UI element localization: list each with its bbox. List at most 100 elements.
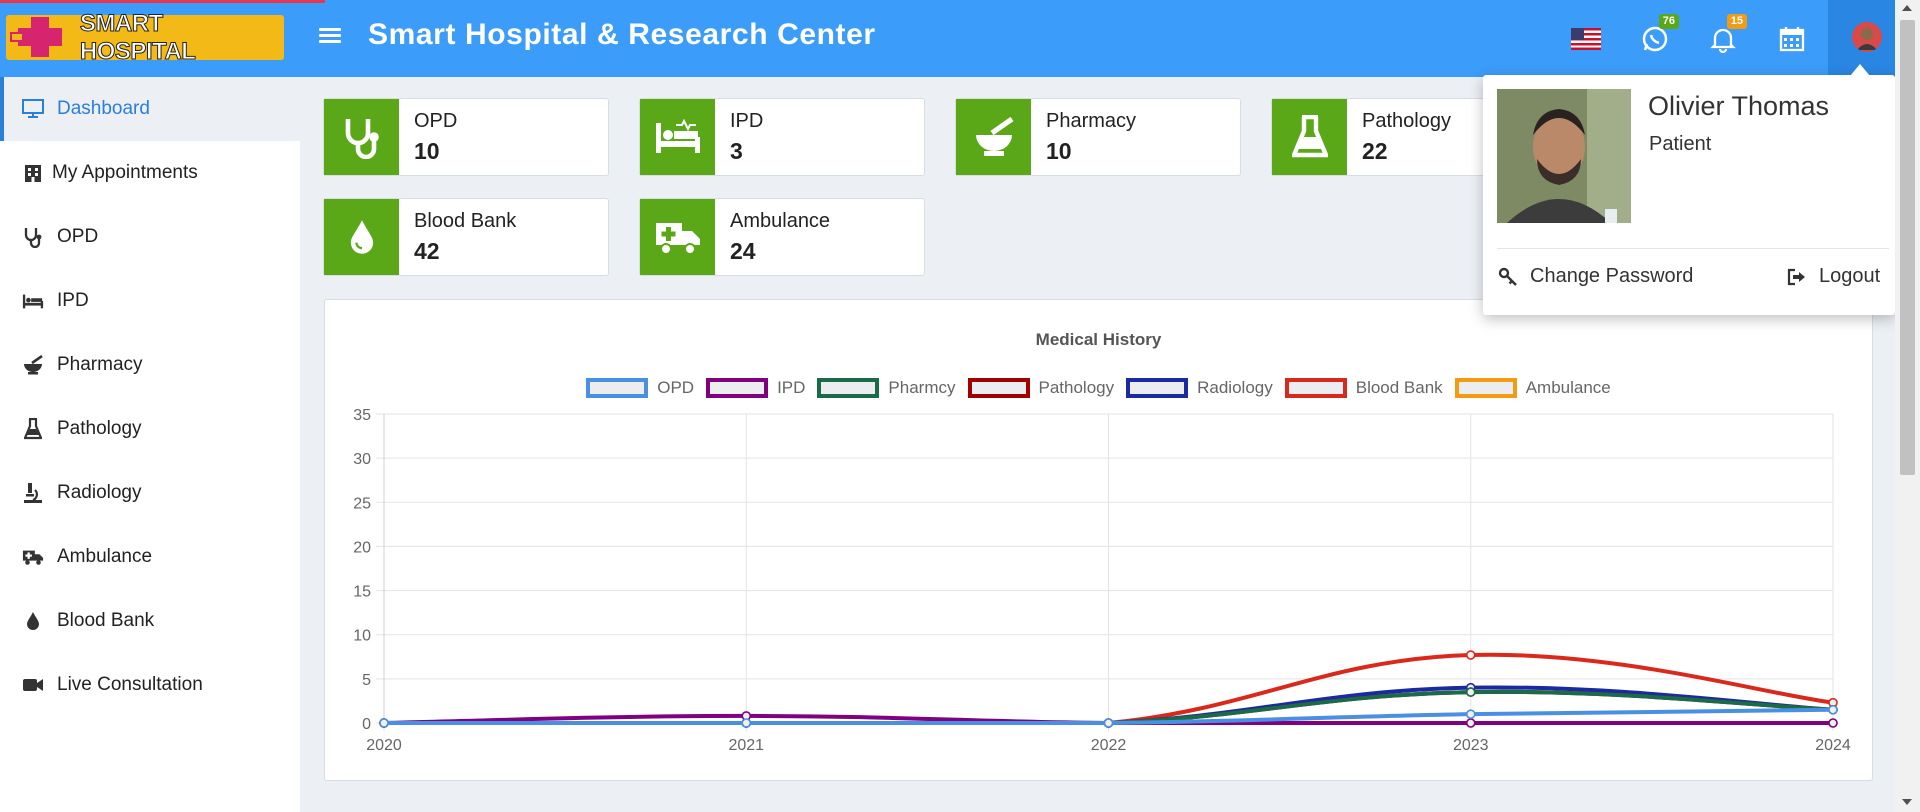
microscope-icon: [22, 482, 44, 504]
legend-item[interactable]: Pharmcy: [817, 378, 956, 398]
card-value: 24: [730, 238, 756, 264]
data-point: [1465, 650, 1476, 660]
data-point: [1828, 718, 1838, 728]
ambulance-icon: [22, 546, 44, 568]
flask-icon: [22, 418, 44, 440]
top-navbar: SMART HOSPITAL Smart Hospital & Research…: [0, 0, 1920, 77]
profile-name: Olivier Thomas: [1648, 91, 1830, 121]
y-tick-label: 25: [353, 495, 371, 512]
data-point: [1828, 704, 1838, 715]
data-point: [1465, 709, 1476, 719]
us-flag-icon[interactable]: [1571, 22, 1603, 54]
legend-swatch: [706, 378, 769, 398]
x-tick-label: 2023: [1453, 737, 1489, 754]
bed-icon: [22, 290, 44, 312]
card-label: Pharmacy: [1046, 110, 1137, 132]
legend-label: Ambulance: [1525, 378, 1611, 397]
profile-role: Patient: [1649, 133, 1712, 155]
sidebar-item-label: Pharmacy: [57, 354, 143, 375]
legend-label: Radiology: [1197, 378, 1273, 397]
sidebar: Dashboard My Appointments OPD IPD Pharma…: [0, 77, 300, 812]
sidebar-item-label: Live Consultation: [57, 674, 203, 695]
sidebar-item-radiology[interactable]: Radiology: [0, 461, 300, 525]
y-tick-label: 0: [362, 716, 371, 733]
sidebar-item-label: My Appointments: [52, 162, 198, 183]
data-point: [1465, 687, 1476, 697]
user-menu-toggle[interactable]: [1828, 0, 1906, 77]
sidebar-item-live-consultation[interactable]: Live Consultation: [0, 653, 300, 717]
legend-item[interactable]: OPD: [586, 378, 694, 398]
sidebar-item-opd[interactable]: OPD: [0, 205, 300, 269]
sidebar-item-blood-bank[interactable]: Blood Bank: [0, 589, 300, 653]
legend-swatch: [586, 378, 649, 398]
page-scrollbar[interactable]: [1895, 0, 1920, 812]
key-icon: [1498, 267, 1518, 287]
whatsapp-icon[interactable]: 76: [1641, 14, 1679, 54]
legend-item[interactable]: Pathology: [967, 378, 1115, 398]
loading-bar: [0, 0, 325, 3]
hospital-logo[interactable]: SMART HOSPITAL: [6, 9, 284, 65]
card-label: Pathology: [1362, 110, 1451, 132]
sign-out-icon: [1787, 268, 1807, 286]
sidebar-item-ipd[interactable]: IPD: [0, 269, 300, 333]
card-value: 42: [414, 238, 440, 264]
mortar-pestle-icon: [22, 354, 44, 376]
scroll-down-arrow-icon[interactable]: [1901, 798, 1913, 806]
legend-item[interactable]: Blood Bank: [1284, 378, 1443, 398]
legend-item[interactable]: Radiology: [1126, 378, 1273, 398]
mortar-pestle-icon: [956, 99, 1031, 175]
tint-icon: [22, 610, 44, 632]
y-tick-label: 5: [362, 672, 371, 689]
y-tick-label: 20: [353, 539, 371, 556]
legend-swatch: [1284, 378, 1347, 398]
scrollbar-thumb[interactable]: [1900, 20, 1915, 475]
y-tick-label: 35: [353, 407, 371, 424]
logout-link[interactable]: Logout: [1787, 265, 1880, 288]
card-label: IPD: [730, 110, 764, 132]
bed-icon: [640, 99, 715, 175]
y-tick-label: 30: [353, 451, 371, 468]
stat-card-blood-bank[interactable]: Blood Bank 42: [323, 198, 609, 276]
data-point: [1103, 718, 1114, 728]
card-value: 3: [730, 138, 743, 164]
legend-label: IPD: [777, 378, 806, 397]
card-label: OPD: [414, 110, 458, 132]
stat-card-ambulance[interactable]: Ambulance 24: [639, 198, 925, 276]
legend-swatch: [817, 378, 880, 398]
change-password-link[interactable]: Change Password: [1498, 265, 1693, 288]
notification-bell-icon[interactable]: 15: [1709, 14, 1747, 54]
dropdown-caret: [1850, 64, 1870, 76]
stat-card-pharmacy[interactable]: Pharmacy 10: [955, 98, 1241, 176]
calendar-icon[interactable]: [1778, 22, 1810, 54]
stat-card-ipd[interactable]: IPD 3: [639, 98, 925, 176]
legend-swatch: [1126, 378, 1189, 398]
menu-toggle-icon[interactable]: [319, 25, 341, 47]
card-value: 22: [1362, 138, 1388, 164]
y-tick-label: 15: [353, 584, 371, 601]
legend-item[interactable]: Ambulance: [1454, 378, 1611, 398]
data-point: [1465, 718, 1476, 728]
chart-title: Medical History: [1035, 330, 1162, 349]
x-tick-label: 2021: [728, 737, 764, 754]
logo-text: SMART HOSPITAL: [79, 9, 196, 65]
legend-label: Pathology: [1038, 378, 1115, 397]
card-value: 10: [1046, 138, 1072, 164]
card-value: 10: [414, 138, 440, 164]
stat-card-opd[interactable]: OPD 10: [323, 98, 609, 176]
legend-item[interactable]: IPD: [706, 378, 805, 398]
whatsapp-count-badge: 76: [1658, 14, 1679, 29]
sidebar-item-my-appointments[interactable]: My Appointments: [0, 141, 300, 205]
scroll-up-arrow-icon[interactable]: [1901, 4, 1913, 12]
sidebar-item-label: Ambulance: [57, 546, 153, 567]
sidebar-item-dashboard[interactable]: Dashboard: [0, 77, 300, 141]
sidebar-item-ambulance[interactable]: Ambulance: [0, 525, 300, 589]
stethoscope-icon: [324, 99, 399, 175]
sidebar-item-pharmacy[interactable]: Pharmacy: [0, 333, 300, 397]
legend-label: Blood Bank: [1355, 378, 1443, 397]
tint-icon: [324, 199, 399, 275]
sidebar-item-pathology[interactable]: Pathology: [0, 397, 300, 461]
data-point: [379, 718, 389, 728]
sidebar-item-label: OPD: [57, 226, 99, 247]
notification-count-badge: 15: [1726, 14, 1747, 29]
page-title: Smart Hospital & Research Center: [368, 18, 876, 51]
